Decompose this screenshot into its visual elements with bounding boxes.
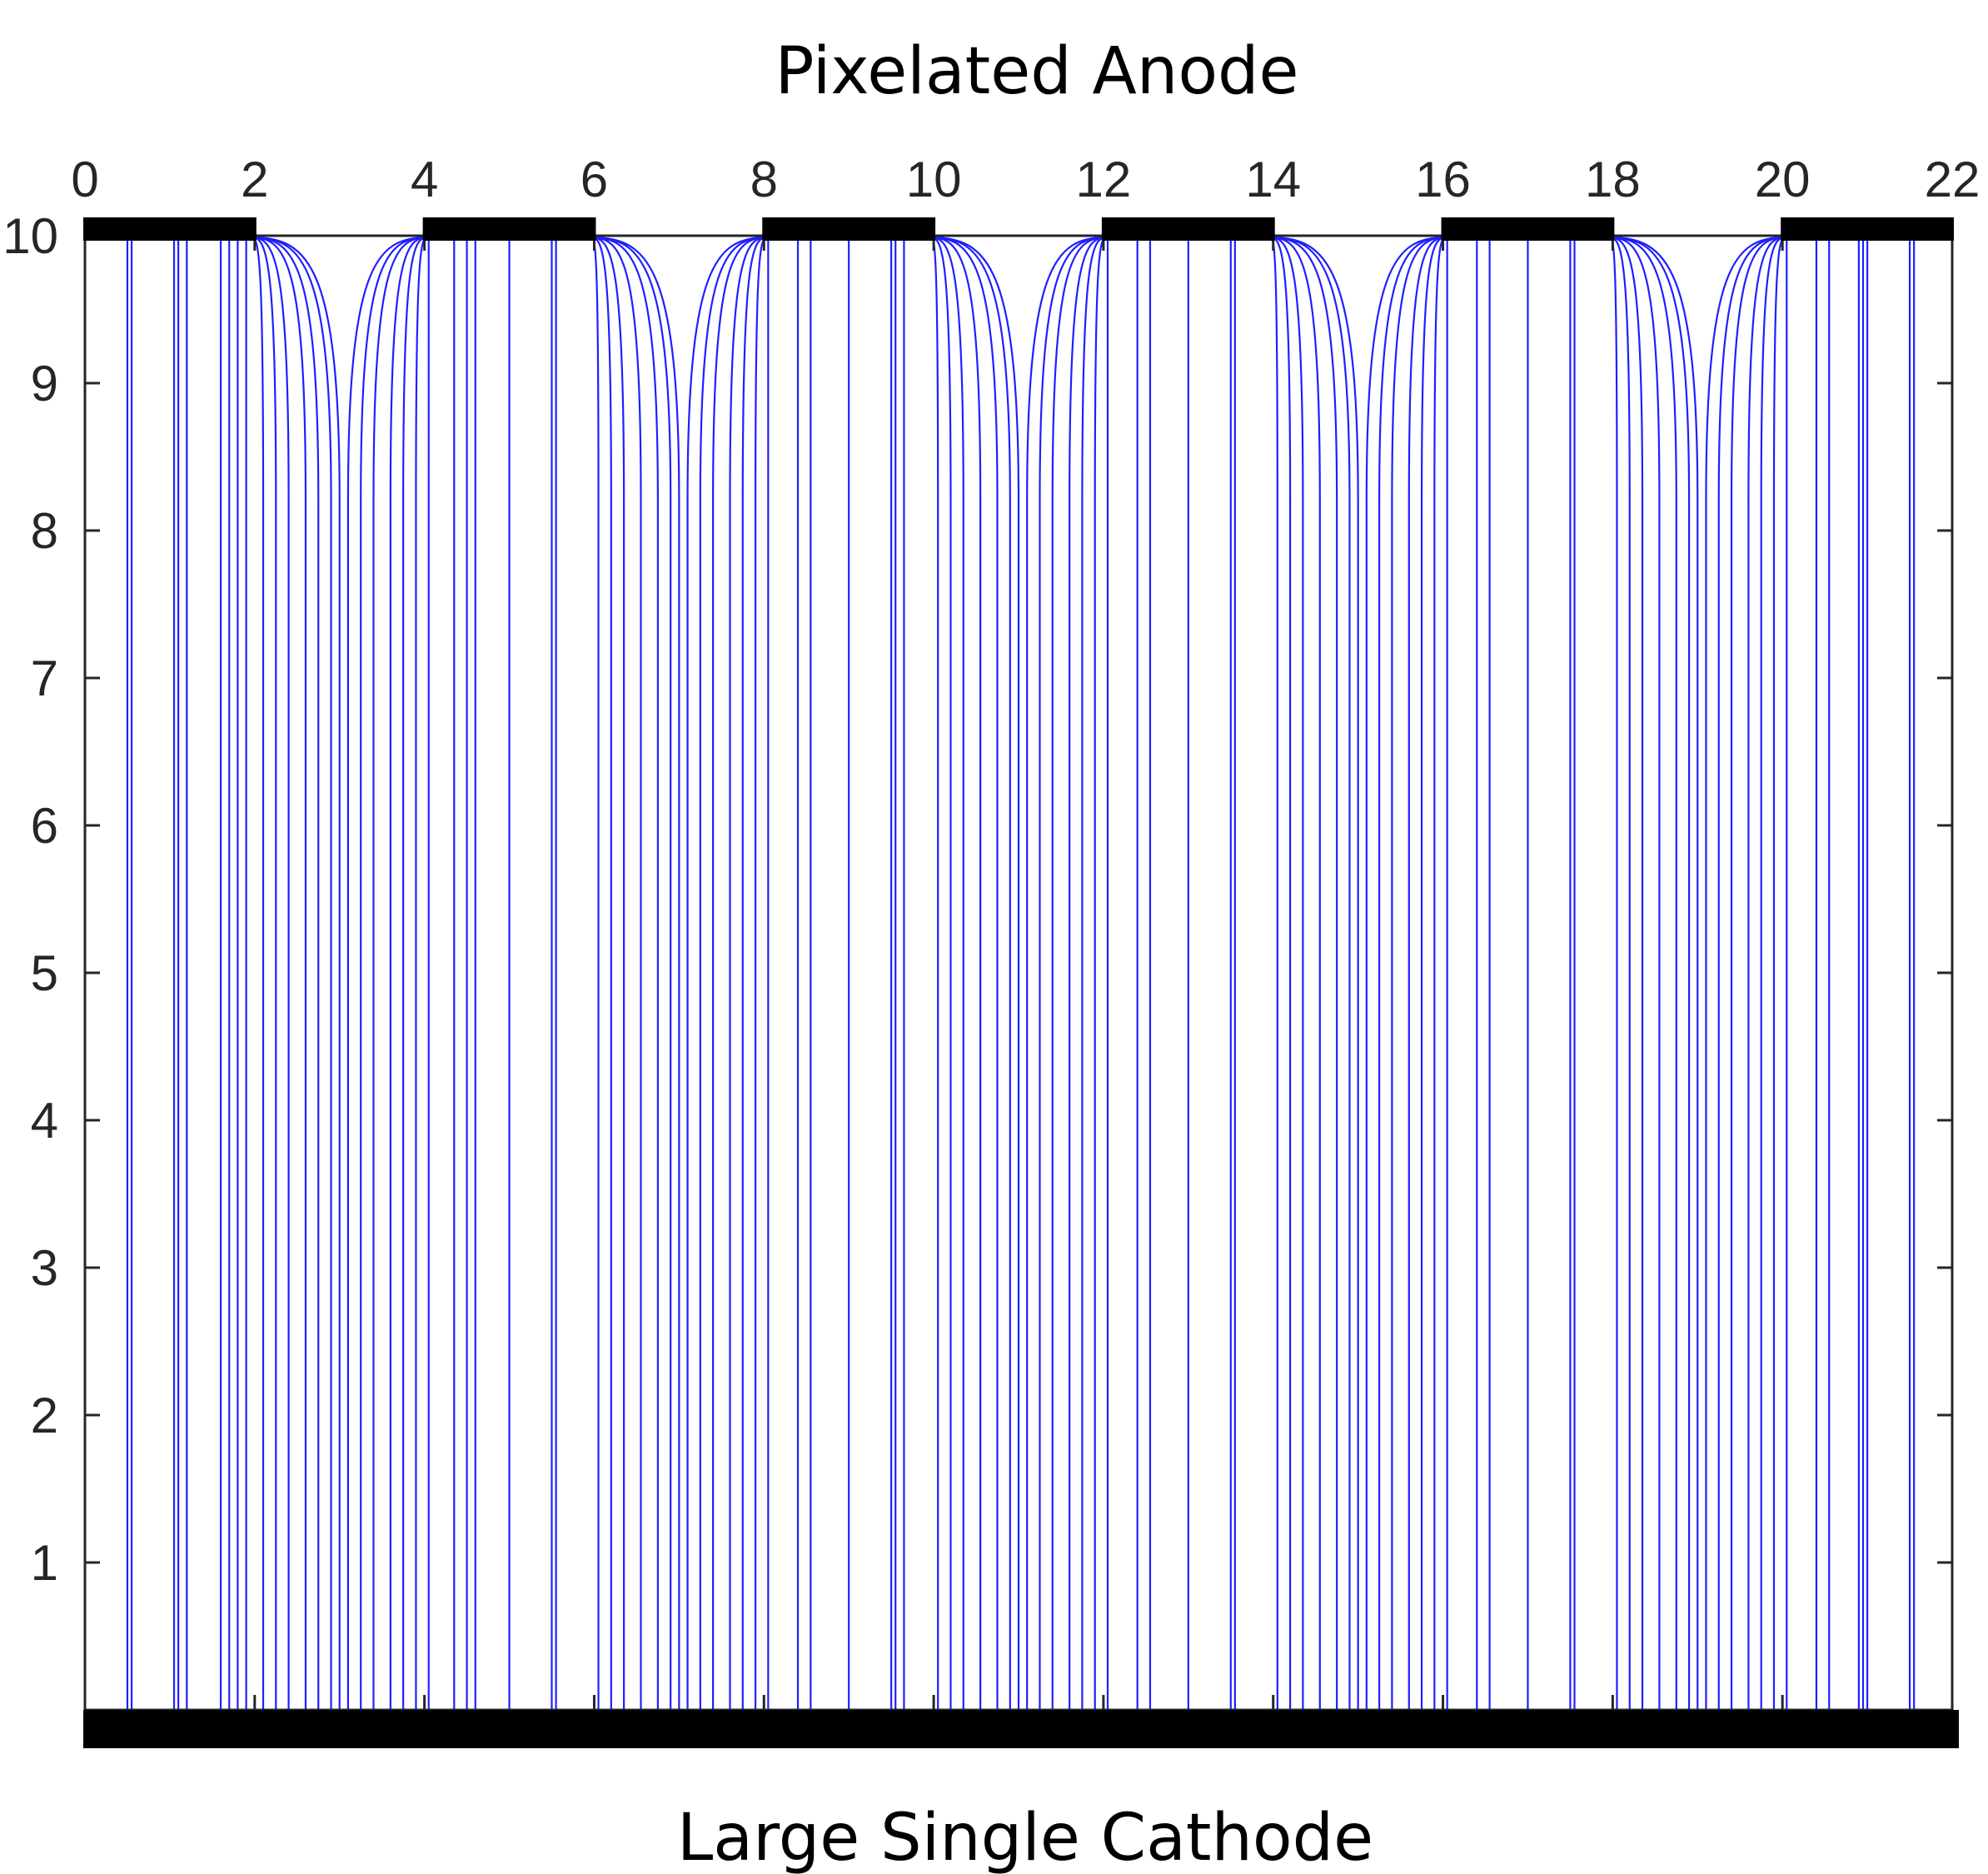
x-tick-label: 20: [1755, 152, 1811, 207]
anode-pixel: [1101, 217, 1275, 241]
field-line: [1081, 236, 1107, 1710]
field-line: [754, 236, 767, 1710]
field-line: [1039, 236, 1106, 1710]
field-line: [699, 236, 767, 1710]
field-line: [1094, 236, 1107, 1710]
field-line: [931, 236, 964, 1710]
top-label: Pixelated Anode: [775, 34, 1298, 109]
y-axis: 1 2 3 4 5 6 7 8 9 10: [2, 208, 1952, 1591]
field-line: [1730, 236, 1786, 1710]
field-line: [930, 236, 952, 1710]
field-line: [252, 236, 320, 1710]
field-line: [346, 236, 427, 1710]
y-tick-label: 6: [31, 798, 58, 854]
field-line: [1069, 236, 1106, 1710]
x-tick-label: 10: [906, 152, 962, 207]
field-line: [252, 236, 341, 1710]
field-line: [1270, 236, 1321, 1710]
field-line: [930, 236, 939, 1710]
field-line: [1610, 236, 1661, 1710]
field-line: [590, 236, 600, 1710]
field-line: [1717, 236, 1786, 1710]
field-line: [360, 236, 427, 1710]
x-tick-label: 12: [1076, 152, 1132, 207]
anode-pixel: [762, 217, 936, 241]
field-line: [741, 236, 767, 1710]
anode-pixel: [422, 217, 596, 241]
field-line: [415, 236, 427, 1710]
field-line: [1610, 236, 1644, 1710]
field-line: [591, 236, 612, 1710]
field-line: [252, 236, 290, 1710]
anode-pixel: [1781, 217, 1954, 241]
field-line: [1408, 236, 1446, 1710]
field-line: [1433, 236, 1446, 1710]
x-tick-label: 18: [1585, 152, 1641, 207]
x-tick-label: 2: [241, 152, 268, 207]
field-line: [1610, 236, 1631, 1710]
x-tick-label: 8: [750, 152, 778, 207]
field-line: [1270, 236, 1292, 1710]
x-tick-label: 14: [1245, 152, 1301, 207]
y-tick-label: 8: [31, 503, 58, 559]
x-tick-label: 4: [411, 152, 438, 207]
x-tick-label: 0: [71, 152, 98, 207]
y-tick-label: 9: [31, 356, 58, 411]
field-line: [1705, 236, 1786, 1710]
y-tick-label: 2: [31, 1388, 58, 1443]
x-tick-label: 22: [1925, 152, 1981, 207]
field-line: [1270, 236, 1304, 1710]
x-tick-label: 16: [1415, 152, 1471, 207]
field-line: [591, 236, 680, 1710]
field-line: [591, 236, 642, 1710]
field-line: [1378, 236, 1446, 1710]
field-line: [252, 236, 265, 1710]
field-line: [372, 236, 427, 1710]
field-line: [1609, 236, 1618, 1710]
anode-pixels: [83, 217, 1954, 241]
field-line: [1391, 236, 1446, 1710]
y-tick-label: 10: [2, 208, 58, 264]
field-line: [686, 236, 767, 1710]
field-line: [1420, 236, 1446, 1710]
y-tick-label: 1: [31, 1535, 58, 1591]
field-line: [712, 236, 767, 1710]
field-line: [591, 236, 625, 1710]
field-line: [1610, 236, 1699, 1710]
field-line: [389, 236, 427, 1710]
x-axis: 0 2 4 6 8 10 12 14 16 18 20 22: [71, 152, 1980, 1710]
field-line: [1772, 236, 1786, 1710]
cathode-bar: [83, 1710, 1959, 1748]
y-tick-label: 5: [31, 945, 58, 1001]
field-line: [1026, 236, 1106, 1710]
bottom-label: Large Single Cathode: [677, 1801, 1373, 1874]
anode-pixel: [1441, 217, 1615, 241]
field-line: [1365, 236, 1446, 1710]
y-tick-label: 7: [31, 650, 58, 706]
field-line: [931, 236, 1020, 1710]
y-tick-label: 4: [31, 1093, 58, 1149]
field-line: [729, 236, 767, 1710]
x-tick-label: 6: [580, 152, 608, 207]
field-line: [1051, 236, 1106, 1710]
field-lines: [126, 236, 1916, 1710]
anode-pixel: [83, 217, 257, 241]
field-line: [402, 236, 427, 1710]
field-line: [1270, 236, 1359, 1710]
field-line: [931, 236, 982, 1710]
field-line: [252, 236, 277, 1710]
field-line: [1270, 236, 1278, 1710]
field-line: [1747, 236, 1786, 1710]
field-line: [1760, 236, 1786, 1710]
y-tick-label: 3: [31, 1240, 58, 1296]
field-line: [252, 236, 307, 1710]
